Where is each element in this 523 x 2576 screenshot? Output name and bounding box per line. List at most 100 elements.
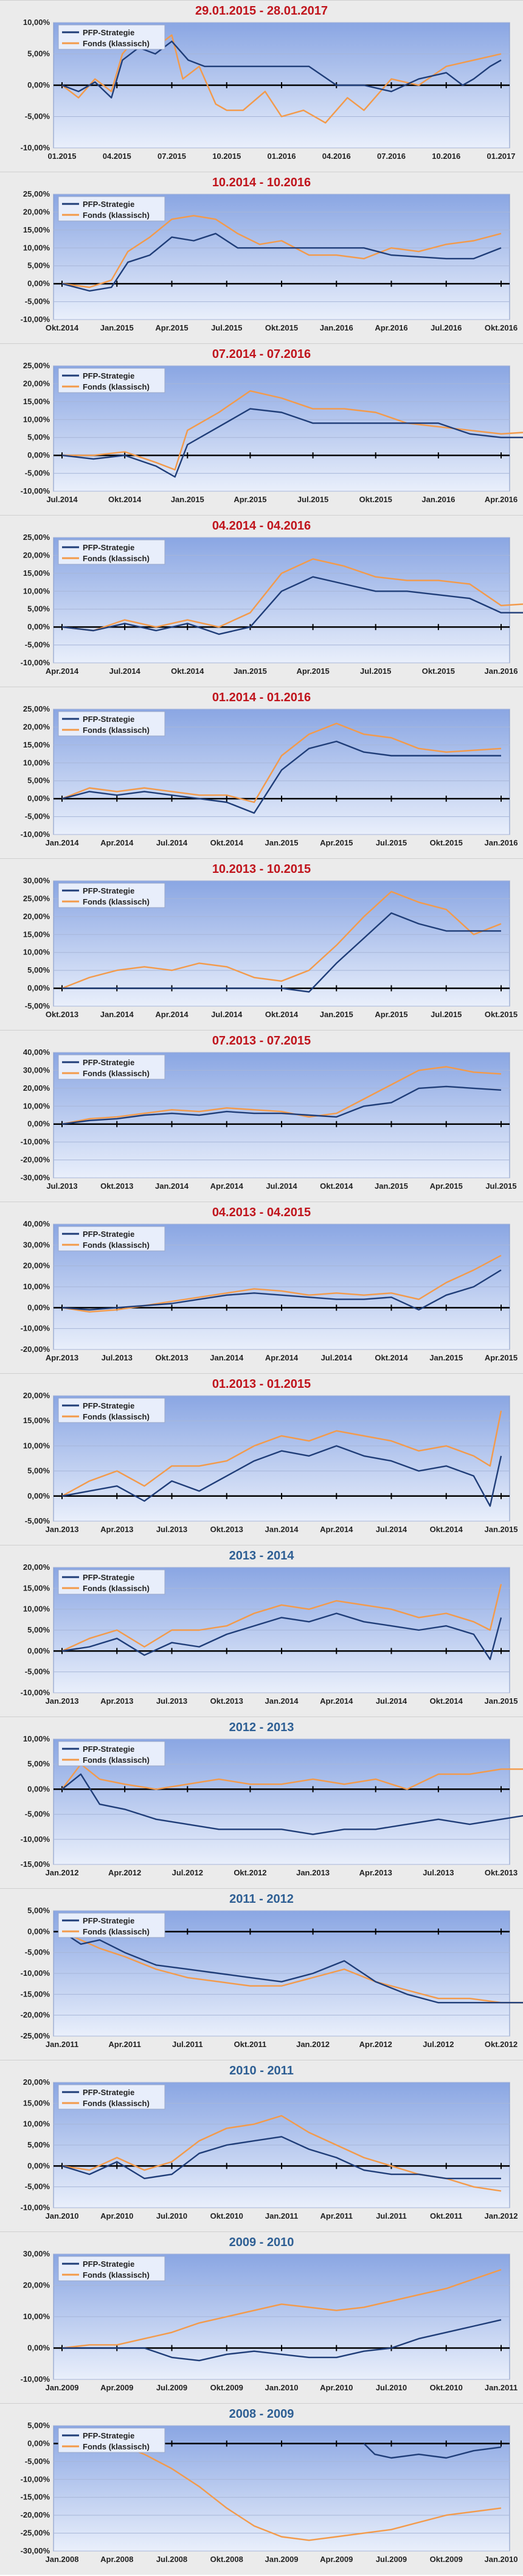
x-tick-label: Jul.2009 xyxy=(156,2383,187,2392)
legend xyxy=(58,1054,165,1080)
y-tick-label: -15,00% xyxy=(21,1860,50,1869)
legend-label: Fonds (klassisch) xyxy=(83,1069,150,1078)
line-chart: 40,00% 30,00% 20,00% 10,00% 0,00% -10,00% -20,… xyxy=(21,1049,517,1191)
line-chart: 10,00% 5,00% 0,00% -5,00% -10,00%01.2015 04.2… xyxy=(21,19,516,161)
y-tick-label: 25,00% xyxy=(23,894,50,903)
x-tick-label: Jan.2013 xyxy=(296,1868,330,1877)
series-line-fonds xyxy=(61,723,502,803)
series-line-pfp xyxy=(61,1085,502,1125)
y-tick-label: 10,00% xyxy=(23,1282,50,1291)
x-tick-label: Jan.2015 xyxy=(485,1696,518,1706)
x-tick-label: Jan.2014 xyxy=(100,1010,134,1019)
y-tick-label: 5,00% xyxy=(27,2422,50,2430)
line-chart: 25,00% 20,00% 15,00% 10,00% 5,00% 0,00% -5,00%… xyxy=(21,191,518,332)
x-tick-label: Jan.2015 xyxy=(429,1353,463,1362)
x-tick-label: Apr.2013 xyxy=(100,1525,133,1534)
y-tick-label: -5,00% xyxy=(25,2182,50,2191)
legend xyxy=(58,2084,165,2110)
y-tick-label: 10,00% xyxy=(23,586,50,595)
legend xyxy=(58,2256,165,2281)
series-line-pfp xyxy=(61,408,523,478)
y-tick-label: 0,00% xyxy=(27,1491,50,1500)
legend-label: Fonds (klassisch) xyxy=(83,382,150,391)
line-chart: 20,00% 15,00% 10,00% 5,00% 0,00% -5,00% -10,00… xyxy=(21,2079,518,2221)
x-tick-label: Apr.2015 xyxy=(430,1181,463,1191)
series-line-pfp xyxy=(61,740,501,814)
series-line-pfp xyxy=(62,912,501,993)
y-tick-label: 0,00% xyxy=(27,450,50,460)
x-tick-label: Apr.2014 xyxy=(155,1010,189,1019)
x-tick-label: Okt.2014 xyxy=(320,1181,353,1191)
x-tick-label: Jul.2014 xyxy=(109,667,140,676)
legend xyxy=(58,1741,165,1766)
y-tick-label: 15,00% xyxy=(23,740,50,749)
y-tick-label: 0,00% xyxy=(27,1119,50,1129)
x-tick-label: Jan.2016 xyxy=(485,667,518,676)
x-tick-label: Apr.2011 xyxy=(108,2040,141,2049)
x-tick-label: Okt.2010 xyxy=(430,2383,463,2392)
x-tick-label: Jul.2015 xyxy=(211,323,242,332)
legend-label: Fonds (klassisch) xyxy=(83,39,150,48)
x-tick-label: Jan.2015 xyxy=(234,667,267,676)
x-tick-label: 04.2016 xyxy=(322,152,351,161)
x-tick-label: Apr.2013 xyxy=(46,1353,78,1362)
y-tick-label: 25,00% xyxy=(23,705,50,713)
y-tick-label: 10,00% xyxy=(23,415,50,424)
legend-label: PFP-Strategie xyxy=(83,2431,134,2440)
y-tick-label: -5,00% xyxy=(25,1516,50,1525)
x-tick-label: Apr.2016 xyxy=(485,495,518,504)
x-tick-label: 07.2015 xyxy=(158,152,186,161)
legend-label: Fonds (klassisch) xyxy=(83,211,150,220)
x-tick-label: Okt.2015 xyxy=(430,838,463,847)
x-tick-label: Okt.2014 xyxy=(46,323,79,332)
y-tick-label: -15,00% xyxy=(21,2493,50,2502)
y-tick-label: -10,00% xyxy=(21,143,50,152)
legend-label: PFP-Strategie xyxy=(83,715,134,724)
x-tick-label: Okt.2011 xyxy=(430,2211,463,2221)
legend-label: PFP-Strategie xyxy=(83,200,134,209)
x-tick-label: Okt.2013 xyxy=(46,1010,78,1019)
x-tick-label: Apr.2015 xyxy=(296,667,329,676)
x-tick-label: Jul.2014 xyxy=(156,838,188,847)
legend-label: PFP-Strategie xyxy=(83,2088,134,2097)
x-tick-label: Jul.2009 xyxy=(376,2555,407,2564)
x-tick-label: Jan.2014 xyxy=(155,1181,189,1191)
legend-label: Fonds (klassisch) xyxy=(83,1412,150,1421)
y-tick-label: -10,00% xyxy=(21,315,50,324)
legend-label: PFP-Strategie xyxy=(83,2259,134,2269)
y-tick-label: 0,00% xyxy=(27,1784,50,1793)
series-line-pfp xyxy=(62,2319,502,2362)
x-tick-label: Jul.2012 xyxy=(172,1868,203,1877)
y-tick-label: 0,00% xyxy=(27,2161,50,2170)
y-tick-label: 0,00% xyxy=(27,1646,50,1655)
x-tick-label: Apr.2011 xyxy=(320,2211,353,2221)
x-tick-label: Jul.2012 xyxy=(423,2040,454,2049)
chart-panel: 01.2013 - 01.2015 20,00% 15,00% 10,00% 5,00%… xyxy=(0,1373,523,1545)
x-tick-label: Jul.2015 xyxy=(297,495,328,504)
x-tick-label: Jul.2011 xyxy=(376,2211,407,2221)
legend xyxy=(58,711,165,737)
y-tick-label: 20,00% xyxy=(23,722,50,731)
y-tick-label: -10,00% xyxy=(21,1835,50,1844)
y-tick-label: 15,00% xyxy=(23,929,50,939)
x-tick-label: Apr.2015 xyxy=(155,323,188,332)
legend xyxy=(58,1913,165,1938)
y-tick-label: 5,00% xyxy=(27,1759,50,1768)
y-tick-label: 20,00% xyxy=(23,1261,50,1270)
series-line-fonds xyxy=(61,34,502,124)
x-tick-label: Jan.2009 xyxy=(265,2555,299,2564)
series-line-fonds xyxy=(61,2269,502,2349)
x-tick-label: Jan.2012 xyxy=(296,2040,330,2049)
x-tick-label: Okt.2014 xyxy=(265,1010,299,1019)
y-tick-label: -5,00% xyxy=(25,2457,50,2466)
y-tick-label: -10,00% xyxy=(21,830,50,839)
x-tick-label: Okt.2013 xyxy=(210,1525,243,1534)
series-line-pfp xyxy=(61,2136,501,2180)
y-tick-label: 0,00% xyxy=(27,279,50,288)
y-tick-label: 20,00% xyxy=(23,2079,50,2087)
x-tick-label: Jan.2009 xyxy=(46,2383,79,2392)
x-tick-label: Jan.2011 xyxy=(265,2211,298,2221)
chart-title: 2010 - 2011 xyxy=(229,2064,294,2077)
legend-label: PFP-Strategie xyxy=(83,1573,134,1582)
y-tick-label: 15,00% xyxy=(23,1416,50,1425)
